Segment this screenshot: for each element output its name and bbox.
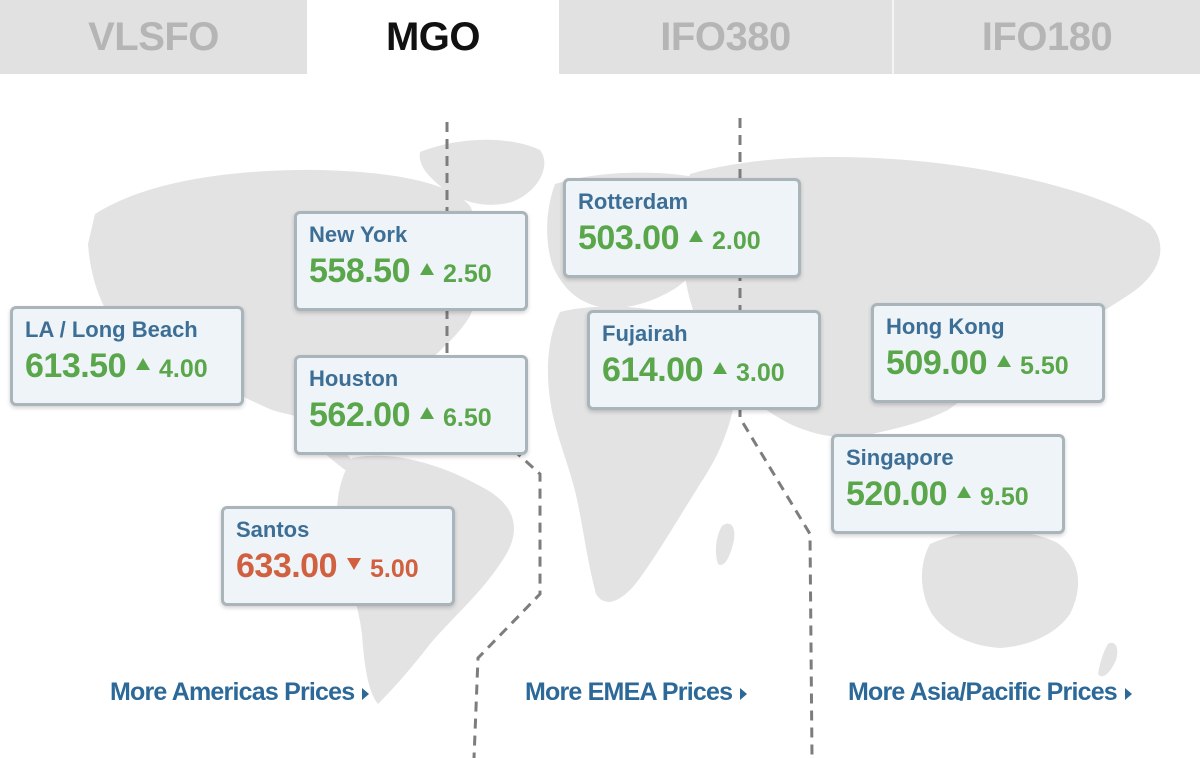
tab-ifo180[interactable]: IFO180 [892, 0, 1200, 74]
port-change: 9.50 [980, 483, 1029, 511]
port-name: Singapore [846, 445, 954, 470]
port-name: Houston [309, 366, 399, 391]
port-card-fujairah[interactable]: Fujairah 614.00 3.00 [587, 310, 821, 410]
port-change: 5.50 [1020, 352, 1069, 380]
americas-emea-divider [445, 122, 542, 758]
port-card-santos[interactable]: Santos 633.00 5.00 [221, 506, 455, 606]
port-price: 633.00 [236, 547, 338, 585]
arrow-right-icon [740, 687, 748, 700]
arrow-right-icon [362, 687, 370, 700]
arrow-right-icon [1124, 687, 1132, 700]
port-name: New York [309, 222, 408, 247]
port-change: 2.00 [712, 227, 761, 255]
triangle-up-icon [957, 485, 971, 503]
port-card-new-york[interactable]: New York 558.50 2.50 [294, 211, 528, 311]
tab-mgo[interactable]: MGO [307, 0, 559, 74]
port-name: Fujairah [602, 321, 688, 346]
triangle-up-icon [713, 361, 727, 379]
world-map-panel: LA / Long Beach 613.50 4.00 New York 558… [0, 74, 1200, 758]
port-name: Rotterdam [578, 189, 689, 214]
port-price: 509.00 [886, 344, 988, 382]
port-card-singapore[interactable]: Singapore 520.00 9.50 [831, 434, 1065, 534]
new-zealand-shape [1098, 642, 1118, 677]
more-americas-prices-link[interactable]: More Americas Prices [110, 678, 370, 707]
port-price: 558.50 [309, 252, 411, 290]
port-change: 4.00 [159, 355, 208, 383]
port-change: 3.00 [736, 359, 785, 387]
australia-shape [921, 530, 1079, 648]
greenland-shape [419, 139, 545, 205]
port-name: Hong Kong [886, 314, 1005, 339]
tab-ifo380[interactable]: IFO380 [559, 0, 892, 74]
triangle-up-icon [689, 229, 703, 247]
port-change: 2.50 [443, 260, 492, 288]
fuel-type-tabs: VLSFO MGO IFO380 IFO180 [0, 0, 1200, 74]
triangle-down-icon [347, 557, 361, 575]
port-change: 6.50 [443, 404, 492, 432]
port-change: 5.00 [370, 555, 419, 583]
more-emea-prices-link[interactable]: More EMEA Prices [525, 678, 748, 707]
more-asia-pacific-prices-link[interactable]: More Asia/Pacific Prices [848, 678, 1132, 707]
tab-vlsfo[interactable]: VLSFO [0, 0, 307, 74]
port-card-hong-kong[interactable]: Hong Kong 509.00 5.50 [871, 303, 1105, 403]
link-label: More Americas Prices [110, 678, 355, 706]
emea-asia-divider [738, 118, 814, 758]
triangle-up-icon [420, 406, 434, 424]
link-label: More Asia/Pacific Prices [848, 678, 1118, 706]
link-label: More EMEA Prices [525, 678, 733, 706]
port-card-la-long-beach[interactable]: LA / Long Beach 613.50 4.00 [10, 306, 244, 406]
triangle-up-icon [997, 354, 1011, 372]
port-card-houston[interactable]: Houston 562.00 6.50 [294, 355, 528, 455]
triangle-up-icon [420, 262, 434, 280]
world-map-graphic [88, 118, 1161, 758]
port-name: Santos [236, 517, 310, 542]
port-price: 614.00 [602, 351, 704, 389]
port-price: 520.00 [846, 475, 948, 513]
triangle-up-icon [136, 357, 150, 375]
port-price: 613.50 [25, 347, 127, 385]
port-price: 503.00 [578, 219, 680, 257]
port-price: 562.00 [309, 396, 411, 434]
port-name: LA / Long Beach [25, 317, 198, 342]
madagascar-shape [715, 523, 735, 565]
port-card-rotterdam[interactable]: Rotterdam 503.00 2.00 [563, 178, 801, 278]
